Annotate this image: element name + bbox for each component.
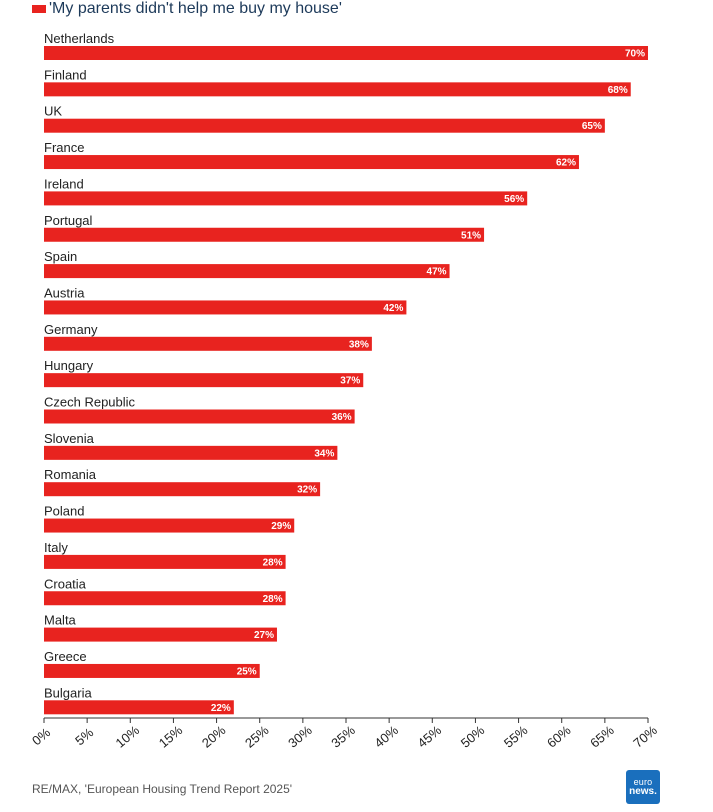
x-tick-label: 40% xyxy=(371,722,401,750)
x-tick-label: 70% xyxy=(630,722,660,750)
bar xyxy=(44,700,234,715)
x-tick-label: 25% xyxy=(242,722,272,750)
category-label: Netherlands xyxy=(44,31,115,46)
logo-line-2: news. xyxy=(629,786,657,797)
bar xyxy=(44,191,528,206)
bar xyxy=(44,336,372,351)
bar xyxy=(44,663,260,678)
category-label: Hungary xyxy=(44,358,94,373)
category-label: Spain xyxy=(44,249,77,264)
data-label: 62% xyxy=(556,158,576,169)
bar xyxy=(44,445,338,460)
category-label: Ireland xyxy=(44,176,84,191)
category-label: Czech Republic xyxy=(44,395,136,410)
category-label: Portugal xyxy=(44,213,93,228)
data-label: 42% xyxy=(383,303,403,314)
category-label: Germany xyxy=(44,322,98,337)
category-label: Greece xyxy=(44,649,87,664)
x-tick-label: 20% xyxy=(199,722,229,750)
x-tick-label: 10% xyxy=(113,722,143,750)
data-label: 25% xyxy=(237,666,257,677)
x-tick-label: 15% xyxy=(156,722,186,750)
x-tick-label: 55% xyxy=(501,722,531,750)
legend: 'My parents didn't help me buy my house' xyxy=(32,0,342,18)
x-tick-label: 30% xyxy=(285,722,315,750)
x-tick-label: 35% xyxy=(328,722,358,750)
data-label: 38% xyxy=(349,339,369,350)
legend-swatch xyxy=(32,5,46,13)
data-label: 56% xyxy=(504,194,524,205)
data-label: 34% xyxy=(314,448,334,459)
bar-chart: Netherlands 70% Finland 68% UK 65% France 62% Ir… xyxy=(29,31,660,751)
bar xyxy=(44,46,648,60)
category-label: UK xyxy=(44,104,62,119)
data-label: 32% xyxy=(297,485,317,496)
bar xyxy=(44,554,286,569)
bar xyxy=(44,409,355,424)
bar xyxy=(44,482,321,497)
bar xyxy=(44,118,605,133)
x-tick-label: 5% xyxy=(72,724,96,748)
euronews-logo: euro news. xyxy=(626,770,660,804)
bar xyxy=(44,518,295,533)
category-label: Croatia xyxy=(44,576,87,591)
bar xyxy=(44,82,631,97)
data-label: 65% xyxy=(582,121,602,132)
data-label: 28% xyxy=(263,594,283,605)
data-label: 27% xyxy=(254,630,274,641)
data-label: 28% xyxy=(263,557,283,568)
data-label: 70% xyxy=(625,49,645,60)
category-label: Malta xyxy=(44,613,77,628)
category-label: Romania xyxy=(44,467,97,482)
category-label: Austria xyxy=(44,285,85,300)
data-label: 22% xyxy=(211,703,231,714)
category-label: Slovenia xyxy=(44,431,95,446)
source-note: RE/MAX, 'European Housing Trend Report 2… xyxy=(32,782,293,796)
data-label: 37% xyxy=(340,376,360,387)
x-tick-label: 65% xyxy=(587,722,617,750)
bar xyxy=(44,264,450,279)
data-label: 51% xyxy=(461,230,481,241)
legend-label: 'My parents didn't help me buy my house' xyxy=(49,0,342,17)
bar xyxy=(44,155,579,170)
data-label: 68% xyxy=(608,85,628,96)
data-label: 29% xyxy=(271,521,291,532)
x-tick-label: 50% xyxy=(458,722,488,750)
category-label: France xyxy=(44,140,84,155)
x-tick-label: 45% xyxy=(415,722,445,750)
category-label: Poland xyxy=(44,504,84,519)
category-label: Finland xyxy=(44,67,87,82)
data-label: 47% xyxy=(427,267,447,278)
bar xyxy=(44,591,286,606)
category-label: Italy xyxy=(44,540,68,555)
category-label: Bulgaria xyxy=(44,685,92,700)
bar xyxy=(44,627,277,642)
data-label: 36% xyxy=(332,412,352,423)
bar xyxy=(44,300,407,315)
x-tick-label: 60% xyxy=(544,722,574,750)
bar xyxy=(44,227,485,242)
x-tick-label: 0% xyxy=(29,724,53,748)
bar xyxy=(44,373,364,388)
logo-line-1: euro xyxy=(633,777,653,787)
